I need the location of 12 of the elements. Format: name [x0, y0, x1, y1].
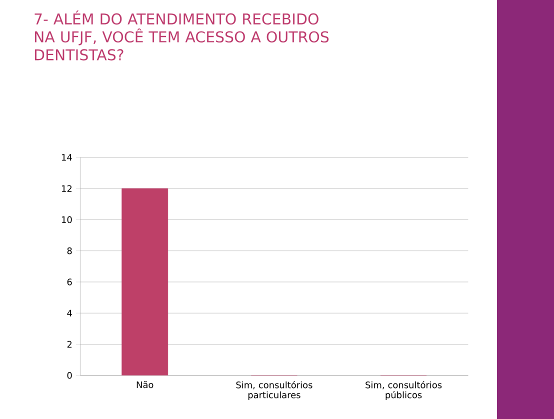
y-tick-label: 6	[67, 278, 72, 286]
y-tick-label: 12	[62, 185, 72, 192]
x-tick-label: Sim, consultórios públicos	[366, 381, 442, 400]
y-tick-label: 10	[62, 216, 72, 224]
chart-title: 7- ALÉM DO ATENDIMENTO RECEBIDO NA UFJF, VOCÊ TEM ACESSO A OUTROS DENTISTAS?	[34, 10, 329, 60]
x-tick-label: Sim, consultórios particulares	[236, 381, 312, 400]
y-tick-label: 2	[67, 340, 72, 348]
y-tick-label: 14	[62, 154, 72, 161]
y-tick-label: 0	[67, 372, 72, 379]
x-tick-label: Não	[136, 381, 154, 388]
y-tick-label: 4	[67, 310, 72, 316]
y-tick-label: 8	[67, 247, 72, 254]
